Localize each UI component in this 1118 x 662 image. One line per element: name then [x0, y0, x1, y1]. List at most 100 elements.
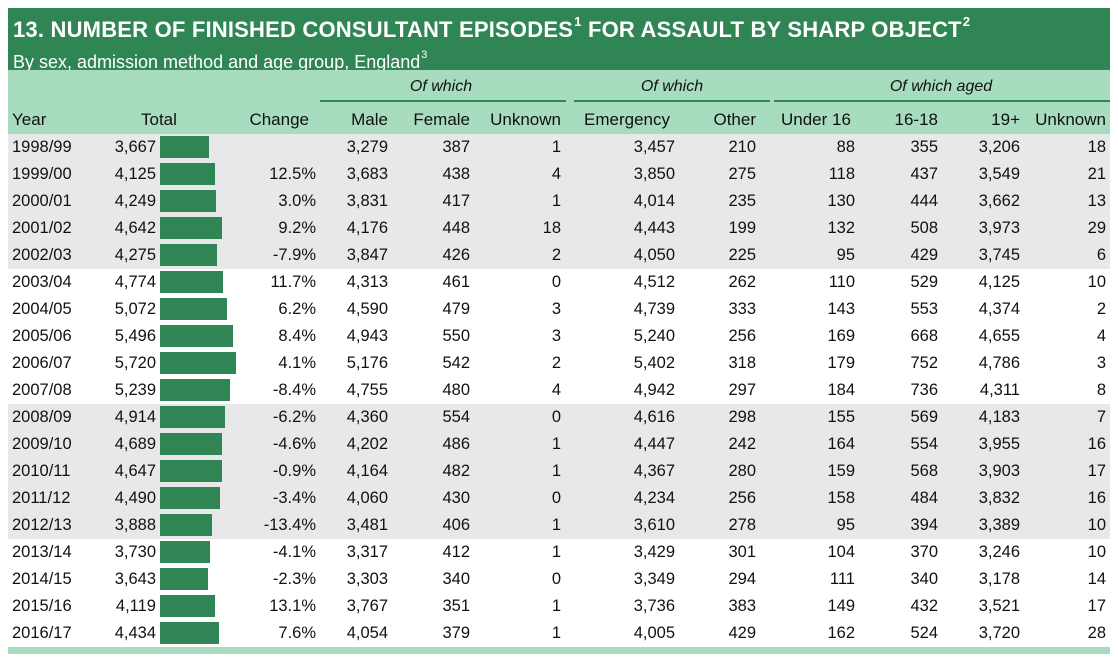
- cell-total: 3,730: [114, 543, 156, 561]
- cell-year: 2001/02: [12, 219, 72, 237]
- cell-under16: 104: [827, 543, 855, 561]
- cell-16-18: 568: [910, 462, 938, 480]
- cell-emergency: 4,739: [633, 300, 675, 318]
- cell-year: 2006/07: [12, 354, 72, 372]
- cell-female: 406: [442, 516, 470, 534]
- table-row: 2013/14 3,730 -4.1% 3,317 412 1 3,429 301 104 370…: [8, 539, 1110, 566]
- table-bottom-rule: [8, 647, 1110, 654]
- table-subtitle: By sex, admission method and age group, …: [13, 49, 428, 72]
- table-row: 2008/09 4,914 -6.2% 4,360 554 0 4,616 298 155 569…: [8, 404, 1110, 431]
- cell-change: -7.9%: [272, 246, 316, 264]
- table-row: 2005/06 5,496 8.4% 4,943 550 3 5,240 256 169 668 4…: [8, 323, 1110, 350]
- cell-19plus: 3,206: [978, 138, 1020, 156]
- cell-male: 4,313: [346, 273, 388, 291]
- cell-total: 4,434: [114, 624, 156, 642]
- cell-emergency: 3,850: [633, 165, 675, 183]
- cell-male: 4,755: [346, 381, 388, 399]
- cell-19plus: 4,311: [979, 381, 1020, 399]
- col-header-unknown-sex: Unknown: [490, 110, 561, 129]
- cell-total: 5,720: [114, 354, 156, 372]
- cell-unknown-age: 16: [1087, 435, 1106, 453]
- cell-male: 3,767: [346, 597, 388, 615]
- cell-16-18: 569: [910, 408, 938, 426]
- cell-unknown-sex: 1: [551, 597, 561, 615]
- total-bar: [160, 325, 233, 347]
- cell-16-18: 736: [910, 381, 938, 399]
- cell-other: 297: [728, 381, 756, 399]
- cell-male: 4,164: [346, 462, 388, 480]
- cell-19plus: 3,521: [978, 597, 1020, 615]
- cell-female: 554: [442, 408, 470, 426]
- col-header-under16: Under 16: [781, 110, 851, 129]
- cell-female: 412: [442, 543, 470, 561]
- cell-emergency: 3,736: [633, 597, 675, 615]
- cell-other: 242: [728, 435, 756, 453]
- cell-change: 12.5%: [269, 165, 316, 183]
- total-bar: [160, 136, 209, 158]
- cell-male: 3,481: [346, 516, 388, 534]
- cell-emergency: 4,234: [633, 489, 675, 507]
- cell-unknown-age: 18: [1087, 138, 1106, 156]
- table-row: 2003/04 4,774 11.7% 4,313 461 0 4,512 262 110 529…: [8, 269, 1110, 296]
- cell-emergency: 3,349: [633, 570, 675, 588]
- table-row: 1999/00 4,125 12.5% 3,683 438 4 3,850 275 118 437…: [8, 161, 1110, 188]
- cell-change: 3.0%: [278, 192, 316, 210]
- cell-other: 235: [728, 192, 756, 210]
- cell-male: 4,590: [346, 300, 388, 318]
- cell-19plus: 4,655: [978, 327, 1020, 345]
- table-row: 2006/07 5,720 4.1% 5,176 542 2 5,402 318 179 752 4…: [8, 350, 1110, 377]
- cell-16-18: 432: [910, 597, 938, 615]
- cell-19plus: 3,973: [978, 219, 1020, 237]
- cell-emergency: 4,447: [633, 435, 675, 453]
- cell-other: 225: [728, 246, 756, 264]
- cell-year: 2016/17: [12, 624, 72, 642]
- col-header-male: Male: [351, 110, 388, 129]
- group-header-admission: Of which: [640, 78, 704, 95]
- cell-unknown-age: 17: [1087, 462, 1106, 480]
- table-row: 2004/05 5,072 6.2% 4,590 479 3 4,739 333 143 553 4…: [8, 296, 1110, 323]
- cell-19plus: 3,246: [978, 543, 1020, 561]
- cell-under16: 132: [827, 219, 855, 237]
- cell-19plus: 4,786: [978, 354, 1020, 372]
- cell-16-18: 554: [910, 435, 938, 453]
- total-bar: [160, 163, 215, 185]
- total-bar: [160, 514, 212, 536]
- cell-total: 4,689: [114, 435, 156, 453]
- cell-unknown-age: 28: [1087, 624, 1106, 642]
- total-bar: [160, 271, 223, 293]
- cell-unknown-sex: 4: [551, 381, 561, 399]
- cell-16-18: 668: [910, 327, 938, 345]
- cell-19plus: 3,745: [978, 246, 1020, 264]
- cell-other: 278: [728, 516, 756, 534]
- cell-under16: 184: [827, 381, 855, 399]
- cell-under16: 155: [827, 408, 855, 426]
- cell-19plus: 3,178: [978, 570, 1020, 588]
- cell-16-18: 370: [910, 543, 938, 561]
- cell-unknown-sex: 1: [551, 516, 561, 534]
- total-bar: [160, 487, 220, 509]
- cell-total: 4,249: [114, 192, 156, 210]
- cell-unknown-age: 2: [1096, 300, 1106, 318]
- cell-other: 298: [728, 408, 756, 426]
- table-row: 2016/17 4,434 7.6% 4,054 379 1 4,005 429 162 524 3…: [8, 620, 1110, 647]
- cell-year: 2002/03: [12, 246, 72, 264]
- group-rule-sex: [320, 100, 566, 102]
- cell-total: 4,490: [114, 489, 156, 507]
- cell-under16: 95: [836, 516, 855, 534]
- total-bar: [160, 406, 225, 428]
- cell-under16: 95: [836, 246, 855, 264]
- cell-male: 5,176: [346, 354, 388, 372]
- cell-total: 3,667: [114, 138, 156, 156]
- table-row: 2010/11 4,647 -0.9% 4,164 482 1 4,367 280 159 568…: [8, 458, 1110, 485]
- cell-change: 4.1%: [278, 354, 316, 372]
- cell-female: 387: [442, 138, 470, 156]
- cell-male: 4,060: [346, 489, 388, 507]
- cell-female: 438: [442, 165, 470, 183]
- cell-other: 301: [728, 543, 756, 561]
- cell-year: 2004/05: [12, 300, 72, 318]
- cell-total: 4,642: [114, 219, 156, 237]
- cell-unknown-age: 3: [1096, 354, 1106, 372]
- cell-total: 4,275: [114, 246, 156, 264]
- cell-16-18: 444: [910, 192, 938, 210]
- cell-under16: 143: [827, 300, 855, 318]
